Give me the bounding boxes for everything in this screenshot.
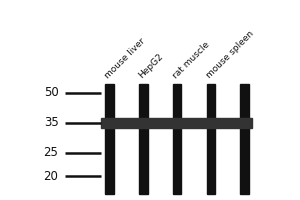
Text: 35: 35 [44, 116, 58, 130]
Bar [207, 84, 215, 194]
Bar [139, 84, 148, 194]
Text: rat muscle: rat muscle [171, 40, 211, 80]
Text: 20: 20 [44, 170, 59, 182]
Text: 25: 25 [44, 146, 59, 160]
Text: HepG2: HepG2 [137, 52, 165, 80]
Bar [173, 84, 181, 194]
Bar [100, 118, 252, 128]
Text: 50: 50 [44, 86, 58, 99]
Text: mouse liver: mouse liver [103, 36, 147, 80]
Bar [105, 84, 114, 194]
Bar [240, 84, 249, 194]
Text: mouse spleen: mouse spleen [205, 29, 256, 80]
